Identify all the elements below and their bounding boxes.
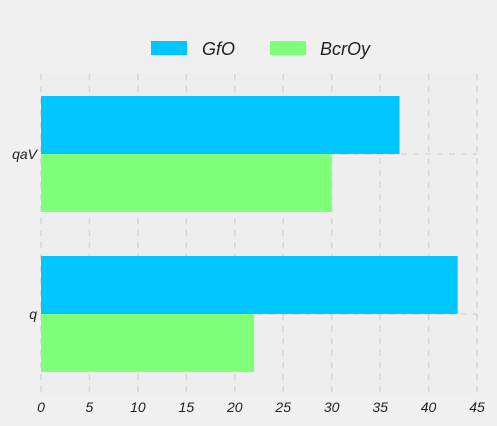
x-tick-label: 10 (130, 399, 146, 415)
x-tick-label: 5 (86, 399, 94, 415)
bars (41, 96, 458, 372)
x-tick-label: 30 (324, 399, 340, 415)
legend-swatch-BcrOy (270, 41, 306, 55)
legend: GfO BcrOy (151, 39, 371, 59)
x-tick-label: 40 (421, 399, 437, 415)
y-axis-ticks: q qaV (12, 146, 39, 322)
bar-GfO-q (41, 256, 458, 314)
y-tick-label: qaV (12, 146, 39, 162)
x-tick-label: 20 (226, 399, 243, 415)
bar-BcrOy-q (41, 314, 255, 372)
x-tick-label: 35 (372, 399, 388, 415)
legend-label-BcrOy: BcrOy (320, 39, 371, 59)
x-tick-label: 25 (274, 399, 291, 415)
x-tick-label: 15 (179, 399, 195, 415)
y-tick-label: q (29, 306, 37, 322)
legend-swatch-GfO (151, 41, 187, 55)
bar-GfO-qaV (41, 96, 400, 154)
x-axis-ticks: 0 5 10 15 20 25 30 35 40 45 (37, 399, 485, 415)
legend-label-GfO: GfO (202, 39, 235, 59)
bar-BcrOy-qaV (41, 154, 332, 212)
x-tick-label: 0 (37, 399, 45, 415)
x-tick-label: 45 (469, 399, 485, 415)
